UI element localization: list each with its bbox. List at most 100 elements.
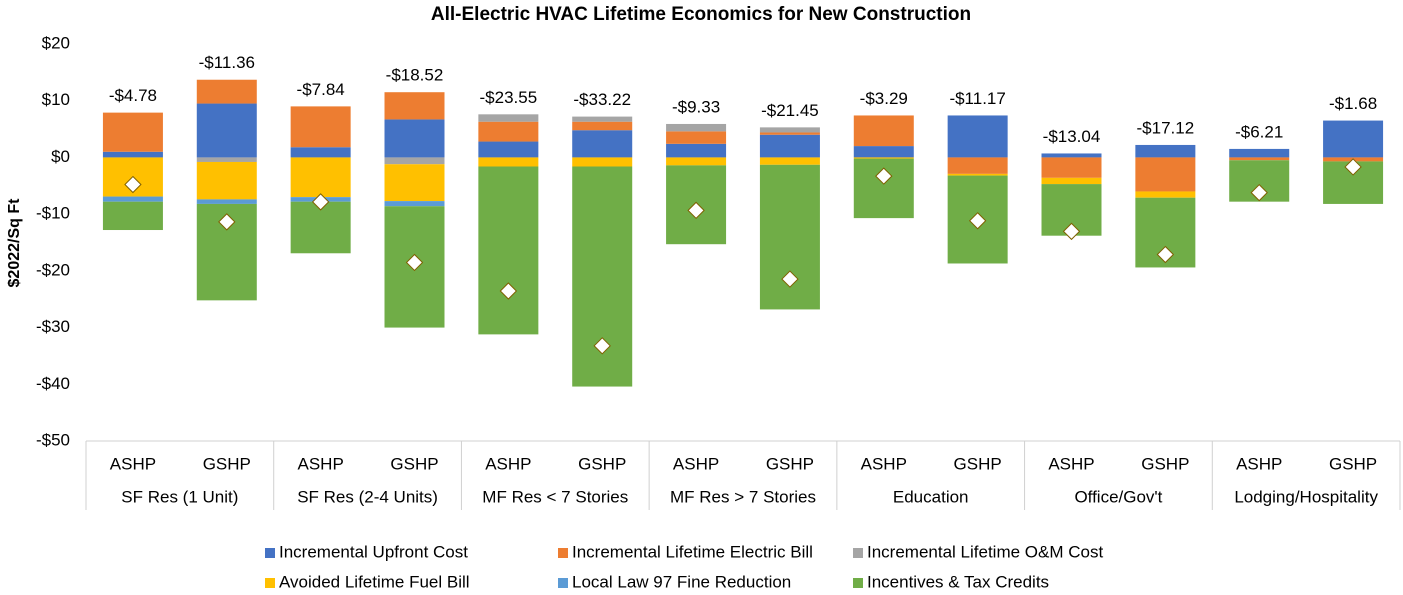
bar-segment xyxy=(478,166,539,335)
bar-segment xyxy=(478,121,539,142)
legend-label: Incremental Lifetime O&M Cost xyxy=(867,542,1103,561)
x-tick-label: ASHP xyxy=(673,454,719,473)
bar-segment xyxy=(196,157,257,162)
bar-segment xyxy=(947,173,1008,176)
net-marker xyxy=(311,193,330,211)
group-label: Office/Gov't xyxy=(1074,487,1162,506)
x-tick-label: GSHP xyxy=(390,454,438,473)
group-label: SF Res (1 Unit) xyxy=(121,487,238,506)
legend-label: Incremental Lifetime Electric Bill xyxy=(572,542,813,561)
x-tick-label: ASHP xyxy=(1048,454,1094,473)
bar-segment xyxy=(102,151,163,158)
net-label: -$4.78 xyxy=(109,86,157,105)
bar-segment xyxy=(290,147,351,158)
net-marker xyxy=(405,253,424,272)
legend-label: Avoided Lifetime Fuel Bill xyxy=(279,572,470,591)
bar-segment xyxy=(947,157,1008,174)
net-label: -$33.22 xyxy=(573,90,631,109)
y-tick-label: -$10 xyxy=(36,204,70,223)
bar-segment xyxy=(384,92,445,120)
bar-segment xyxy=(1041,153,1102,158)
y-tick-label: $0 xyxy=(51,147,70,166)
net-label: -$6.21 xyxy=(1235,122,1283,141)
bar-segment xyxy=(1229,148,1290,158)
net-label: -$11.17 xyxy=(949,89,1005,108)
x-tick-label: GSHP xyxy=(203,454,251,473)
x-tick-label: ASHP xyxy=(110,454,156,473)
legend-swatch xyxy=(265,578,275,588)
y-tick-label: -$30 xyxy=(36,317,70,336)
bar-segment xyxy=(853,146,914,158)
net-label: -$9.33 xyxy=(672,97,720,116)
bar-segment xyxy=(196,79,257,104)
net-label: -$7.84 xyxy=(297,80,345,99)
bar-segment xyxy=(290,106,351,148)
net-marker xyxy=(968,212,987,230)
x-tick-label: GSHP xyxy=(954,454,1002,473)
x-tick-label: GSHP xyxy=(1329,454,1377,473)
chart-title: All-Electric HVAC Lifetime Economics for… xyxy=(431,4,971,25)
net-marker xyxy=(1156,245,1175,264)
y-tick-label: $10 xyxy=(42,90,70,109)
group-label: Education xyxy=(893,487,969,506)
legend-swatch xyxy=(853,578,863,588)
bar-segment xyxy=(384,201,445,207)
legend-swatch xyxy=(558,578,568,588)
bar-segment xyxy=(572,121,633,131)
bar-segment xyxy=(759,157,820,165)
group-label: MF Res > 7 Stories xyxy=(670,487,816,506)
bar-segment xyxy=(947,115,1008,158)
bar-segment xyxy=(1229,157,1290,161)
bar-segment xyxy=(666,131,727,144)
bar-segment xyxy=(102,201,163,231)
x-tick-label: ASHP xyxy=(485,454,531,473)
net-marker xyxy=(499,282,518,300)
bar-segment xyxy=(384,157,445,165)
bar-segment xyxy=(384,119,445,158)
net-marker xyxy=(1250,183,1268,202)
bar-segment xyxy=(853,157,914,159)
bar-segment xyxy=(1041,177,1102,185)
legend-swatch xyxy=(558,548,568,558)
y-axis-title: $2022/Sq Ft xyxy=(6,198,23,288)
net-label: -$1.68 xyxy=(1329,94,1377,113)
bar-segment xyxy=(1135,157,1196,192)
x-tick-label: ASHP xyxy=(1236,454,1282,473)
group-label: MF Res < 7 Stories xyxy=(482,487,628,506)
bar-segment xyxy=(572,157,633,167)
bar-segment xyxy=(853,115,914,147)
bar-segment xyxy=(384,164,445,202)
group-label: SF Res (2-4 Units) xyxy=(297,487,438,506)
x-tick-label: ASHP xyxy=(861,454,907,473)
group-label: Lodging/Hospitality xyxy=(1234,487,1378,506)
net-marker xyxy=(218,213,236,231)
bar-segment xyxy=(666,143,727,158)
net-label: -$3.29 xyxy=(860,89,908,108)
y-tick-label: -$40 xyxy=(36,374,70,393)
net-marker xyxy=(687,201,705,220)
bar-segment xyxy=(1041,157,1102,178)
net-label: -$23.55 xyxy=(480,88,538,107)
bar-segment xyxy=(478,157,539,167)
net-label: -$11.36 xyxy=(199,53,255,72)
bar-segment xyxy=(196,103,257,158)
legend-swatch xyxy=(265,548,275,558)
legend-label: Incentives & Tax Credits xyxy=(867,572,1049,591)
bar-segment xyxy=(478,114,539,122)
y-tick-label: -$20 xyxy=(36,260,70,279)
bar-segment xyxy=(1323,120,1384,158)
legend-swatch xyxy=(853,548,863,558)
bar-segment xyxy=(759,134,820,158)
net-label: -$21.45 xyxy=(761,101,819,120)
net-marker xyxy=(593,337,611,355)
net-label: -$13.04 xyxy=(1043,127,1101,146)
net-marker xyxy=(1062,222,1081,241)
y-tick-label: $20 xyxy=(42,33,70,52)
bar-segment xyxy=(290,157,351,198)
bar-segment xyxy=(759,132,820,135)
x-tick-label: GSHP xyxy=(766,454,814,473)
bar-segment xyxy=(196,199,257,204)
net-marker xyxy=(875,167,893,185)
net-marker xyxy=(781,270,799,288)
